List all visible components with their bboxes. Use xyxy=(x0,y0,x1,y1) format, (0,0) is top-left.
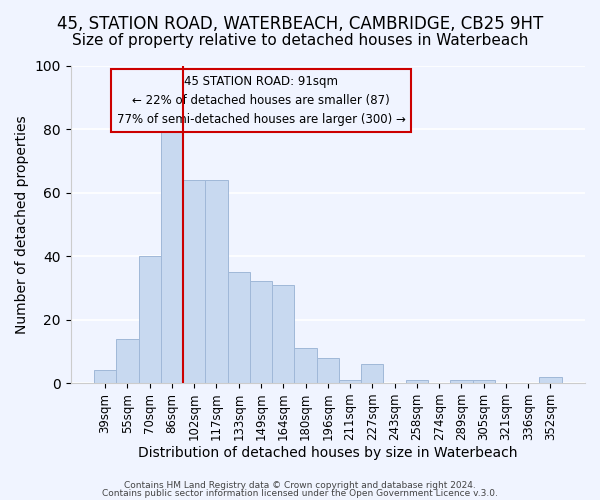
Text: Size of property relative to detached houses in Waterbeach: Size of property relative to detached ho… xyxy=(72,32,528,48)
Bar xyxy=(361,364,383,383)
X-axis label: Distribution of detached houses by size in Waterbeach: Distribution of detached houses by size … xyxy=(138,446,518,460)
Bar xyxy=(183,180,205,383)
Bar xyxy=(139,256,161,383)
Bar xyxy=(161,122,183,383)
Bar xyxy=(317,358,339,383)
Bar xyxy=(94,370,116,383)
Bar xyxy=(250,282,272,383)
Y-axis label: Number of detached properties: Number of detached properties xyxy=(15,115,29,334)
Bar xyxy=(205,180,227,383)
Text: Contains public sector information licensed under the Open Government Licence v.: Contains public sector information licen… xyxy=(102,488,498,498)
Bar xyxy=(339,380,361,383)
Text: 45, STATION ROAD, WATERBEACH, CAMBRIDGE, CB25 9HT: 45, STATION ROAD, WATERBEACH, CAMBRIDGE,… xyxy=(57,15,543,33)
Bar xyxy=(406,380,428,383)
Bar xyxy=(450,380,473,383)
Bar xyxy=(116,338,139,383)
Text: 45 STATION ROAD: 91sqm
← 22% of detached houses are smaller (87)
77% of semi-det: 45 STATION ROAD: 91sqm ← 22% of detached… xyxy=(116,75,406,126)
Bar xyxy=(539,376,562,383)
Bar xyxy=(227,272,250,383)
Bar xyxy=(473,380,495,383)
Text: Contains HM Land Registry data © Crown copyright and database right 2024.: Contains HM Land Registry data © Crown c… xyxy=(124,481,476,490)
Bar xyxy=(272,284,295,383)
Bar xyxy=(295,348,317,383)
